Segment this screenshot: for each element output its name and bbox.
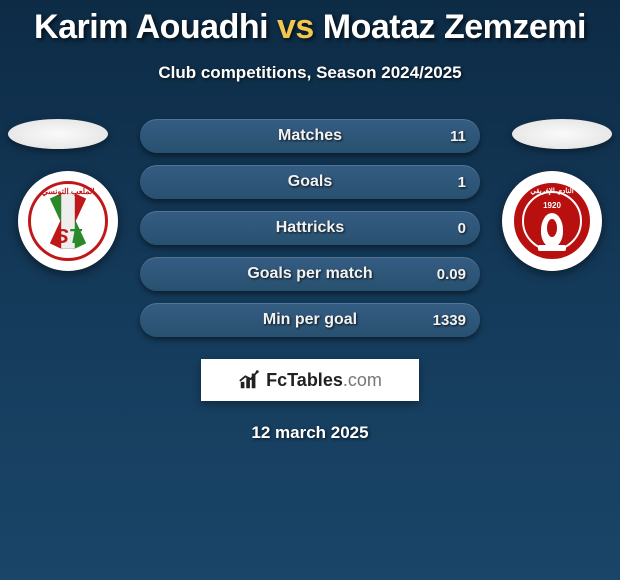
player1-avatar-placeholder — [8, 119, 108, 149]
stat-row: Min per goal 1339 — [140, 303, 480, 337]
stat-value: 0 — [458, 220, 466, 237]
stat-row: Goals 1 — [140, 165, 480, 199]
stat-label: Goals — [288, 173, 332, 191]
subtitle: Club competitions, Season 2024/2025 — [0, 63, 620, 83]
player1-club-badge: الملعب التونسي ST — [18, 171, 118, 271]
club-logo-left: الملعب التونسي ST — [28, 181, 108, 261]
stat-label: Matches — [278, 127, 342, 145]
stat-label: Goals per match — [247, 265, 372, 283]
brand-name: FcTables — [266, 370, 343, 390]
stat-value: 0.09 — [437, 266, 466, 283]
date-text: 12 march 2025 — [0, 423, 620, 443]
comparison-content: الملعب التونسي ST النادي الإفريقي 1920 M… — [0, 119, 620, 443]
player2-avatar-placeholder — [512, 119, 612, 149]
stat-row: Matches 11 — [140, 119, 480, 153]
vs-separator: vs — [277, 8, 314, 46]
chart-icon — [238, 369, 260, 391]
stat-row: Goals per match 0.09 — [140, 257, 480, 291]
stat-label: Hattricks — [276, 219, 344, 237]
stat-label: Min per goal — [263, 311, 357, 329]
club-logo-right: النادي الإفريقي 1920 — [512, 181, 592, 261]
stats-list: Matches 11 Goals 1 Hattricks 0 Goals per match… — [140, 119, 480, 337]
stat-value: 1 — [458, 174, 466, 191]
player1-name: Karim Aouadhi — [34, 8, 268, 46]
player2-name: Moataz Zemzemi — [323, 8, 586, 46]
stat-value: 11 — [450, 128, 466, 145]
player2-club-badge: النادي الإفريقي 1920 — [502, 171, 602, 271]
stat-value: 1339 — [433, 312, 466, 329]
brand-watermark: FcTables.com — [201, 359, 419, 401]
brand-suffix: .com — [343, 370, 382, 390]
brand-text: FcTables.com — [266, 370, 382, 391]
club-left-script: الملعب التونسي — [28, 187, 108, 196]
stat-row: Hattricks 0 — [140, 211, 480, 245]
page-title: Karim Aouadhi vs Moataz Zemzemi — [0, 0, 620, 47]
